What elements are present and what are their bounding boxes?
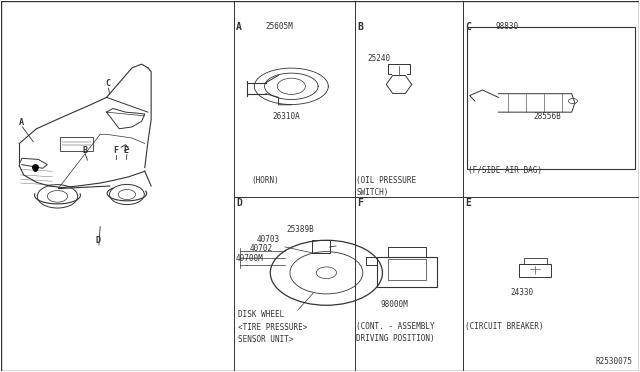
Text: (CONT. - ASSEMBLY: (CONT. - ASSEMBLY xyxy=(356,321,435,330)
Text: SENSOR UNIT>: SENSOR UNIT> xyxy=(239,335,294,344)
Text: C: C xyxy=(465,22,471,32)
Bar xyxy=(520,264,551,277)
Text: SWITCH): SWITCH) xyxy=(356,188,388,197)
Text: (OIL PRESSURE: (OIL PRESSURE xyxy=(356,176,417,185)
Text: DISK WHEEL: DISK WHEEL xyxy=(239,310,285,320)
Text: 98830: 98830 xyxy=(495,22,518,32)
Text: 40702: 40702 xyxy=(250,244,273,253)
Text: 25389B: 25389B xyxy=(287,225,315,234)
Text: A: A xyxy=(19,118,24,127)
Text: F: F xyxy=(357,198,363,208)
Text: 28556B: 28556B xyxy=(534,112,561,121)
Bar xyxy=(467,27,636,169)
Text: 40703: 40703 xyxy=(256,235,280,244)
Text: (CIRCUIT BREAKER): (CIRCUIT BREAKER) xyxy=(465,321,544,330)
Bar xyxy=(60,137,93,151)
Text: D: D xyxy=(96,236,100,245)
Text: A: A xyxy=(236,22,242,32)
Text: E: E xyxy=(124,146,129,155)
Text: <TIRE PRESSURE>: <TIRE PRESSURE> xyxy=(239,323,308,331)
Text: 25605M: 25605M xyxy=(266,22,294,32)
Text: (F/SIDE AIR BAG): (F/SIDE AIR BAG) xyxy=(468,166,542,176)
Text: DRIVING POSITION): DRIVING POSITION) xyxy=(356,334,435,343)
Text: 24330: 24330 xyxy=(511,288,534,297)
Bar xyxy=(377,257,437,287)
Text: C: C xyxy=(105,79,110,88)
Text: D: D xyxy=(236,198,242,208)
Text: E: E xyxy=(465,198,471,208)
Text: 25240: 25240 xyxy=(368,54,391,63)
Bar xyxy=(388,259,426,280)
Text: (HORN): (HORN) xyxy=(252,176,280,185)
Text: 40700M: 40700M xyxy=(236,254,264,263)
Text: B: B xyxy=(357,22,363,32)
Text: F: F xyxy=(113,146,118,155)
Text: R2530075: R2530075 xyxy=(595,357,632,366)
Text: 26310A: 26310A xyxy=(272,112,300,121)
Text: B: B xyxy=(83,146,87,155)
Text: 98000M: 98000M xyxy=(381,301,408,310)
